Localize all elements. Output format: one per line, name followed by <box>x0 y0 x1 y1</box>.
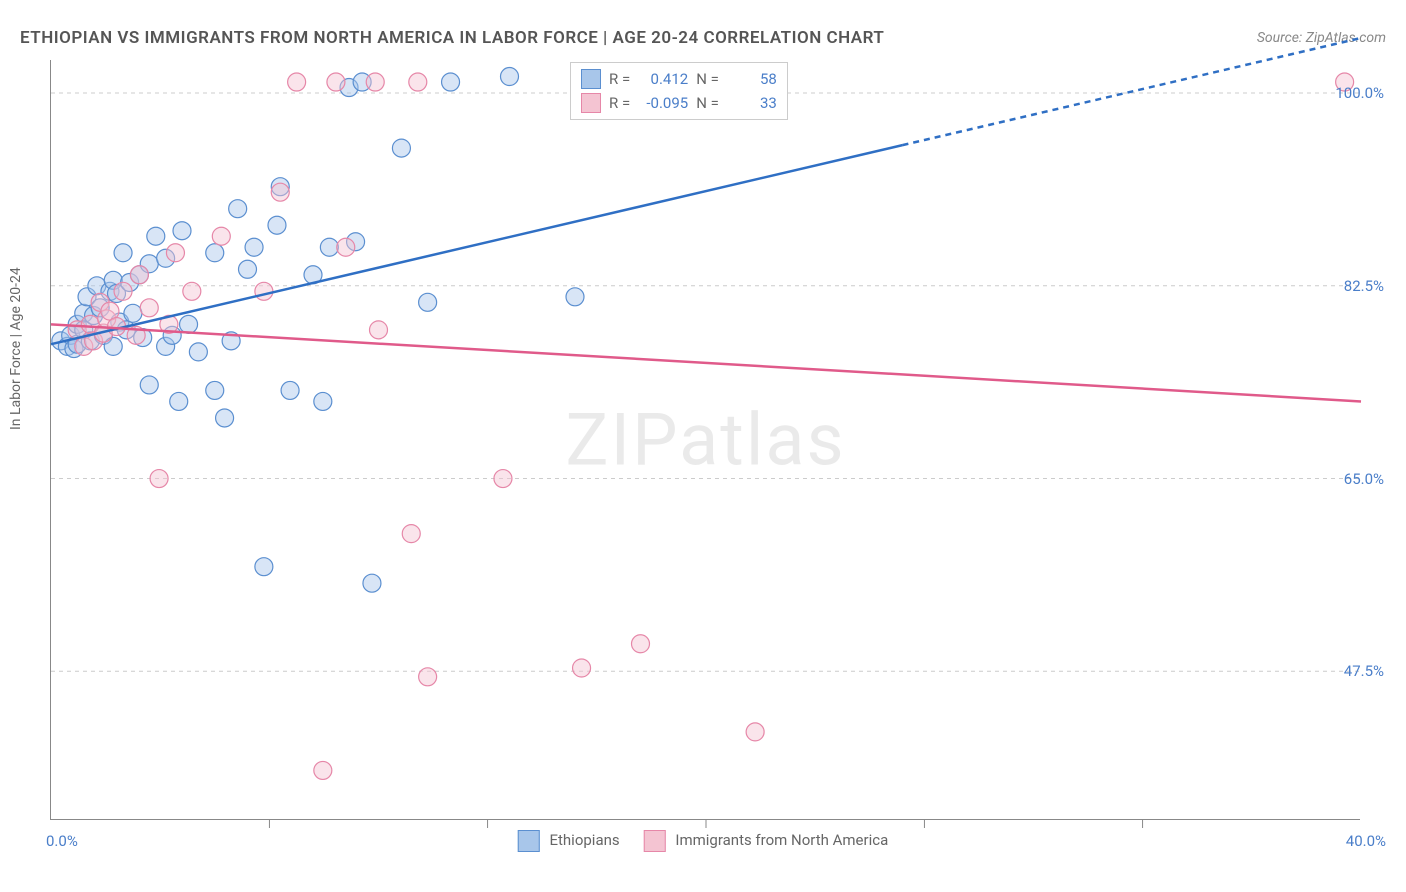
x-tick-label-1: 40.0% <box>1346 832 1386 850</box>
stats-swatch-2 <box>581 93 601 113</box>
stats-r-label: R = <box>609 94 630 112</box>
stats-row-series1: R = 0.412 N = 58 <box>581 67 777 91</box>
legend-item-1: Ethiopians <box>518 830 620 852</box>
plot-area: ZIPatlas <box>50 60 1360 820</box>
legend-item-2: Immigrants from North America <box>644 830 889 852</box>
y-tick-label-1: 65.0% <box>1344 470 1384 488</box>
source-attribution: Source: ZipAtlas.com <box>1257 30 1386 46</box>
stats-n-label: N = <box>696 70 719 88</box>
x-tick-label-0: 0.0% <box>46 832 78 850</box>
stats-row-series2: R = -0.095 N = 33 <box>581 91 777 115</box>
legend-swatch-1 <box>518 830 540 852</box>
stats-r-label: R = <box>609 70 630 88</box>
y-tick-label-3: 100.0% <box>1335 84 1384 102</box>
y-tick-label-2: 82.5% <box>1344 277 1384 295</box>
plot-svg <box>51 60 1360 819</box>
legend-bottom: Ethiopians Immigrants from North America <box>518 830 889 852</box>
stats-legend-box: R = 0.412 N = 58 R = -0.095 N = 33 <box>570 62 788 120</box>
stats-r-value-2: -0.095 <box>638 94 688 112</box>
y-axis-label: In Labor Force | Age 20-24 <box>8 267 24 430</box>
stats-n-value-2: 33 <box>727 94 777 112</box>
legend-label-1: Ethiopians <box>549 831 619 849</box>
y-tick-label-0: 47.5% <box>1344 662 1384 680</box>
correlation-chart: ETHIOPIAN VS IMMIGRANTS FROM NORTH AMERI… <box>0 0 1406 892</box>
stats-n-value-1: 58 <box>727 70 777 88</box>
stats-swatch-1 <box>581 69 601 89</box>
stats-n-label: N = <box>696 94 719 112</box>
chart-title: ETHIOPIAN VS IMMIGRANTS FROM NORTH AMERI… <box>20 28 884 48</box>
legend-swatch-2 <box>644 830 666 852</box>
stats-r-value-1: 0.412 <box>638 70 688 88</box>
legend-label-2: Immigrants from North America <box>675 831 888 849</box>
